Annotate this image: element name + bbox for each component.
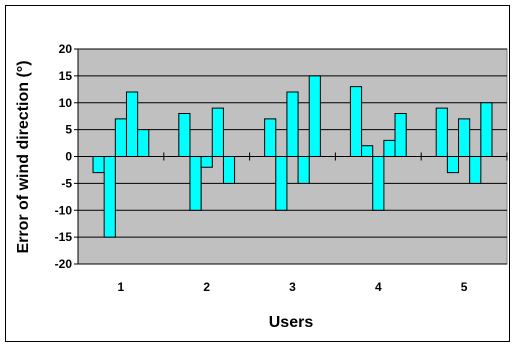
x-tick-label: 1 bbox=[118, 280, 125, 294]
y-tick-label: -5 bbox=[61, 176, 72, 190]
x-tick-label: 3 bbox=[289, 280, 296, 294]
y-axis-title: Error of wind direction (°) bbox=[15, 60, 32, 253]
bar bbox=[92, 156, 105, 174]
bar bbox=[137, 129, 150, 157]
x-tick-label: 4 bbox=[375, 280, 382, 294]
y-tick-label: 5 bbox=[65, 123, 72, 137]
bar bbox=[446, 156, 460, 174]
x-axis-title: Users bbox=[269, 314, 314, 331]
bar bbox=[458, 118, 471, 157]
bar bbox=[264, 118, 277, 157]
bar bbox=[469, 156, 482, 184]
x-tick-label: 5 bbox=[461, 280, 468, 294]
y-tick-label: 15 bbox=[59, 69, 73, 83]
bar bbox=[435, 107, 448, 157]
x-tick-label: 2 bbox=[203, 280, 210, 294]
y-tick-label: -15 bbox=[55, 230, 73, 244]
bar bbox=[480, 102, 493, 157]
y-tick-label: -20 bbox=[55, 257, 73, 271]
y-tick-label: 20 bbox=[59, 42, 73, 56]
bar bbox=[349, 86, 363, 157]
y-tick-label: 10 bbox=[59, 96, 73, 110]
y-tick-label: 0 bbox=[65, 150, 72, 164]
bar bbox=[125, 91, 139, 157]
bar bbox=[114, 118, 127, 157]
bar bbox=[222, 156, 236, 184]
y-tick-label: -10 bbox=[55, 203, 73, 217]
bar bbox=[308, 75, 321, 157]
bar bbox=[178, 113, 191, 157]
bar bbox=[383, 139, 396, 157]
bar bbox=[394, 113, 407, 157]
bar bbox=[286, 91, 299, 157]
bar bbox=[275, 156, 288, 211]
bar bbox=[189, 156, 202, 211]
bar bbox=[361, 145, 374, 157]
bar bbox=[103, 156, 116, 238]
bar bbox=[372, 156, 385, 211]
bar bbox=[211, 107, 224, 157]
bar bbox=[297, 156, 310, 184]
bar bbox=[200, 156, 213, 168]
